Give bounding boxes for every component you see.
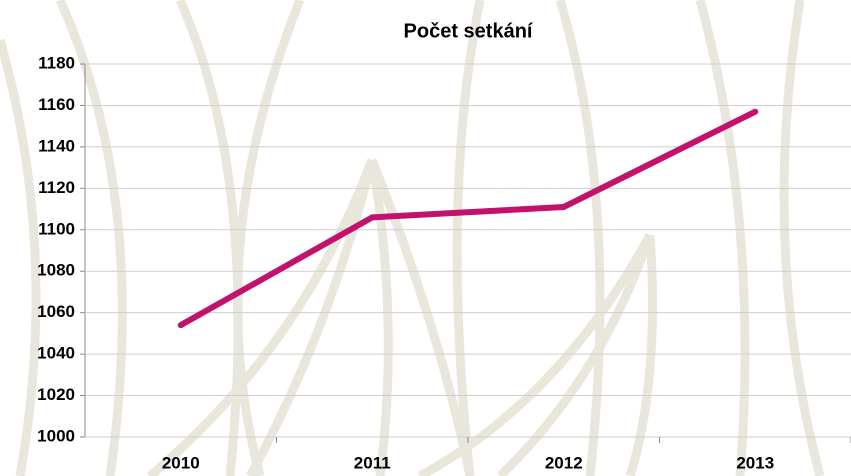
y-tick-label: 1180 — [38, 53, 75, 72]
y-tick-label: 1060 — [37, 302, 75, 321]
y-tick-label: 1160 — [38, 95, 75, 114]
x-tick-label: 2013 — [736, 453, 774, 472]
y-tick-label: 1040 — [37, 344, 75, 363]
x-tick-label: 2012 — [545, 453, 583, 472]
y-tick-label: 1120 — [38, 178, 75, 197]
y-tick-label: 1140 — [38, 136, 75, 155]
x-tick-label: 2011 — [354, 453, 391, 472]
data-line — [177, 108, 759, 329]
y-tick-label: 1000 — [37, 426, 75, 445]
y-tick-label: 1020 — [37, 385, 75, 404]
chart-title: Počet setkání — [404, 20, 534, 42]
background-pattern — [0, 0, 825, 476]
y-tick-label: 1080 — [37, 261, 75, 280]
x-tick-label: 2010 — [162, 453, 200, 472]
y-tick-label: 1100 — [38, 219, 75, 238]
